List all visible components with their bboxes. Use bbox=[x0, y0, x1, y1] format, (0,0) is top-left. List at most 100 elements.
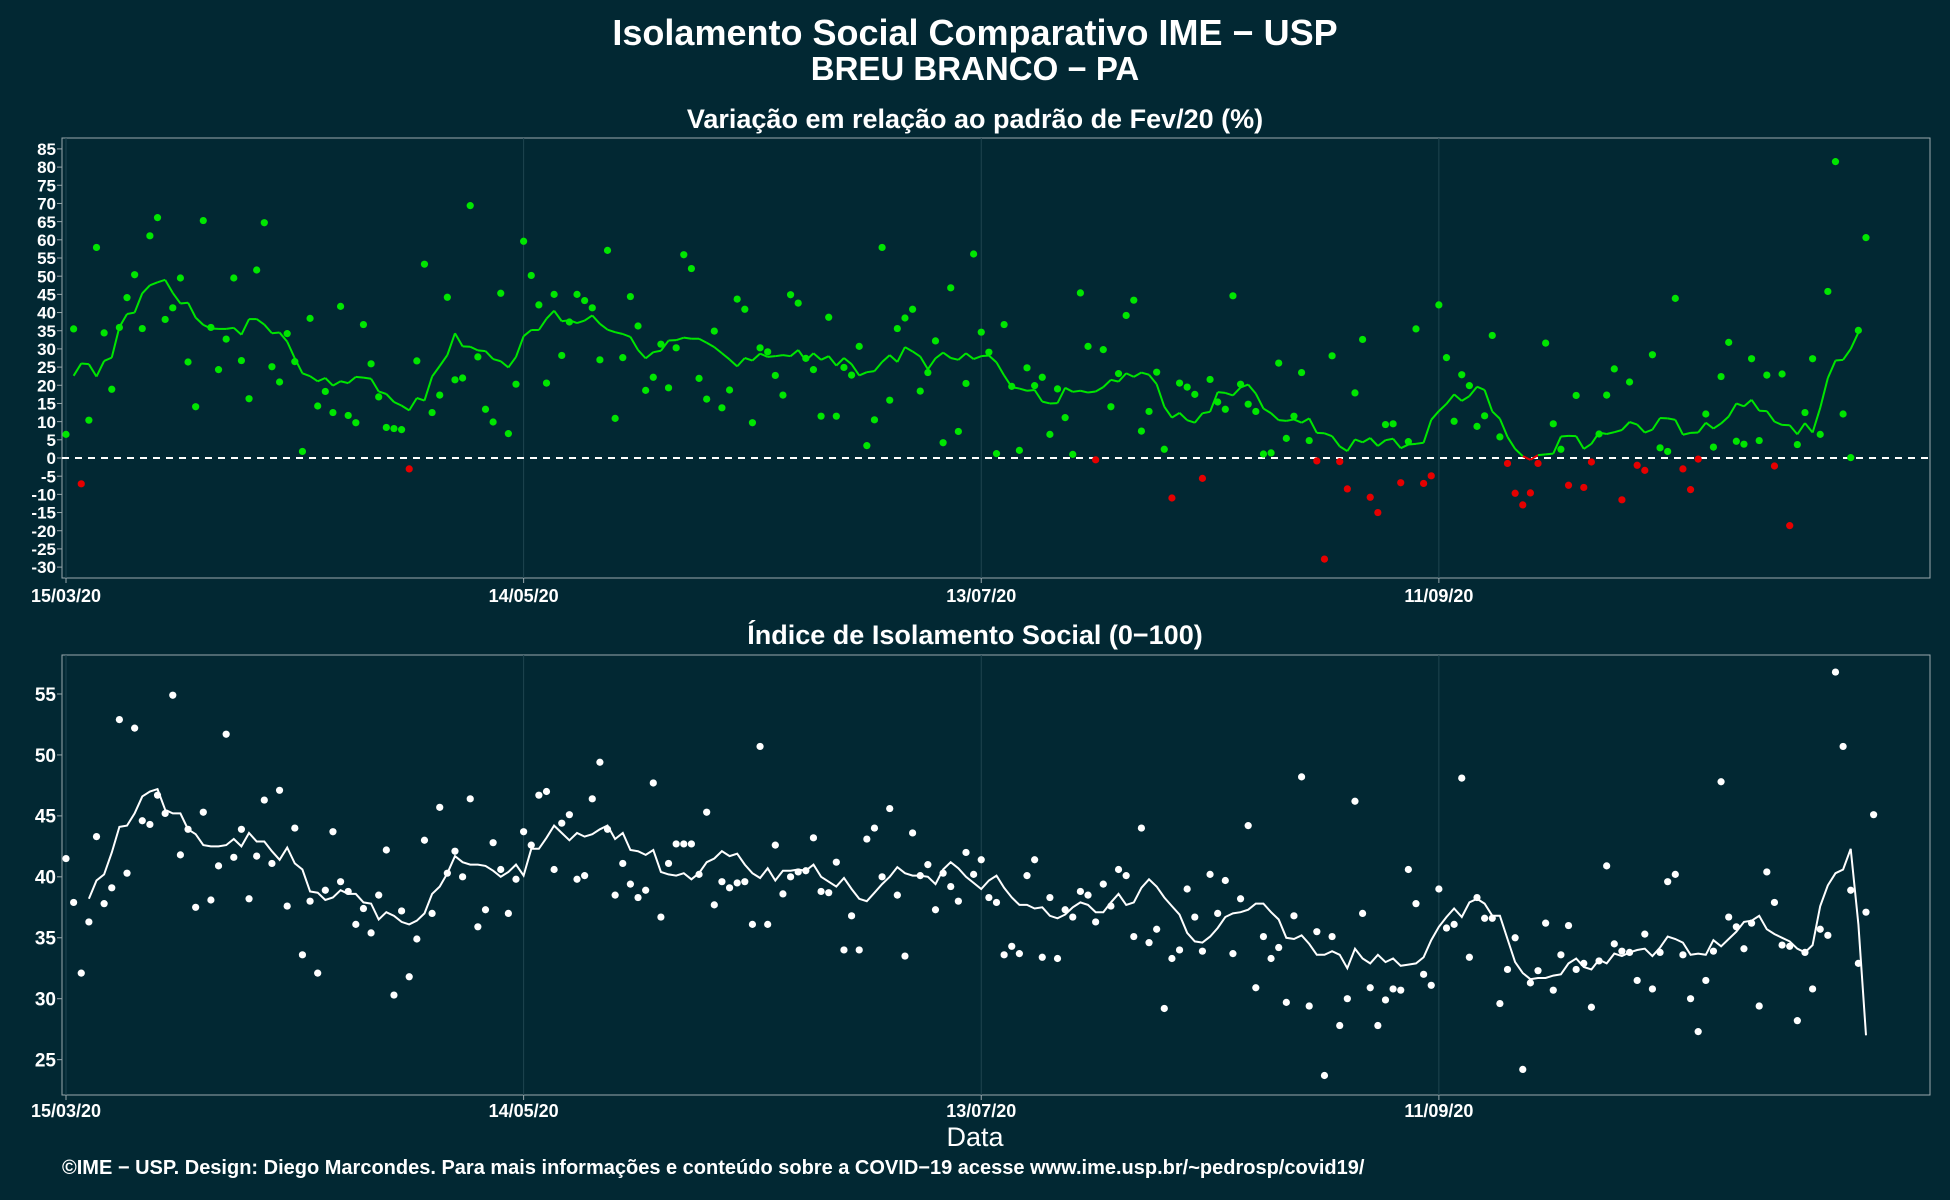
data-point bbox=[336, 878, 345, 886]
data-point bbox=[359, 904, 368, 913]
moving-average-segment bbox=[1415, 441, 1424, 445]
moving-average-segment bbox=[416, 397, 425, 402]
data-point bbox=[1755, 436, 1763, 445]
moving-average-segment bbox=[438, 354, 449, 367]
moving-average-segment bbox=[1796, 422, 1806, 435]
data-point bbox=[199, 808, 207, 816]
moving-average-segment bbox=[591, 314, 601, 325]
moving-average-segment bbox=[363, 376, 372, 380]
moving-average-segment bbox=[1735, 402, 1745, 408]
moving-average-segment bbox=[1270, 412, 1280, 421]
y-tick-label: 60 bbox=[37, 231, 56, 250]
data-point bbox=[1130, 296, 1138, 304]
moving-average-segment bbox=[507, 356, 517, 369]
moving-average-segment bbox=[1529, 454, 1539, 461]
data-point bbox=[855, 342, 863, 350]
data-point bbox=[1747, 919, 1756, 927]
data-point bbox=[1420, 970, 1428, 978]
data-point bbox=[642, 386, 650, 394]
y-tick-label: 40 bbox=[35, 868, 56, 889]
moving-average-segment bbox=[423, 376, 434, 401]
data-point bbox=[1290, 912, 1298, 920]
moving-average-segment bbox=[1766, 410, 1776, 423]
moving-average-segment bbox=[431, 365, 441, 378]
data-point bbox=[1458, 774, 1466, 782]
data-point bbox=[954, 427, 962, 436]
moving-average-segment bbox=[1849, 332, 1860, 350]
moving-average-segment bbox=[194, 316, 204, 326]
data-point bbox=[825, 313, 833, 321]
data-point bbox=[1343, 995, 1351, 1003]
data-point bbox=[1297, 368, 1306, 377]
data-point bbox=[947, 882, 955, 891]
data-point bbox=[428, 408, 436, 417]
data-point bbox=[520, 828, 528, 836]
data-point bbox=[146, 820, 154, 829]
data-point bbox=[390, 991, 398, 999]
y-tick-label: -5 bbox=[41, 467, 56, 486]
data-point bbox=[931, 337, 940, 345]
data-point bbox=[550, 290, 558, 298]
data-point bbox=[1351, 389, 1359, 397]
moving-average-segment bbox=[1835, 358, 1844, 362]
data-point bbox=[1755, 1002, 1763, 1010]
moving-average-segment bbox=[1476, 385, 1486, 391]
data-point bbox=[199, 216, 207, 225]
moving-average-segment bbox=[355, 375, 364, 379]
data-point bbox=[748, 419, 757, 427]
moving-average-segment bbox=[1575, 435, 1585, 450]
data-point bbox=[1648, 985, 1657, 993]
data-point bbox=[1389, 985, 1397, 993]
data-point bbox=[1641, 466, 1649, 474]
data-point bbox=[253, 266, 261, 274]
moving-average-segment bbox=[896, 346, 906, 363]
data-point bbox=[1206, 375, 1214, 384]
data-point bbox=[413, 357, 421, 365]
data-point bbox=[1519, 1065, 1527, 1074]
data-point bbox=[1420, 479, 1428, 488]
data-point bbox=[680, 840, 688, 848]
data-point bbox=[153, 791, 162, 799]
moving-average-segment bbox=[340, 380, 349, 385]
data-point bbox=[1847, 454, 1855, 462]
data-point bbox=[268, 859, 276, 868]
data-point bbox=[710, 327, 718, 335]
data-point bbox=[542, 787, 551, 796]
moving-average-segment bbox=[1651, 417, 1661, 431]
moving-average-segment bbox=[698, 337, 708, 344]
data-point bbox=[1702, 976, 1710, 985]
data-point bbox=[1229, 950, 1237, 958]
data-point bbox=[1076, 887, 1084, 896]
data-point bbox=[1442, 354, 1451, 362]
data-point bbox=[1633, 461, 1641, 469]
data-point bbox=[413, 935, 421, 943]
moving-average-segment bbox=[1026, 389, 1035, 392]
data-point bbox=[1610, 940, 1618, 948]
moving-average-segment bbox=[309, 375, 319, 383]
moving-average-segment bbox=[1826, 360, 1837, 379]
data-point bbox=[756, 344, 764, 352]
moving-average-segment bbox=[607, 328, 616, 334]
data-point bbox=[283, 902, 291, 910]
data-point bbox=[1015, 446, 1023, 454]
data-point bbox=[405, 465, 413, 473]
data-point bbox=[901, 952, 909, 960]
panel-title: Índice de Isolamento Social (0−100) bbox=[747, 619, 1202, 650]
moving-average-segment bbox=[1644, 428, 1653, 434]
data-point bbox=[466, 202, 474, 210]
moving-average-segment bbox=[1506, 436, 1516, 450]
data-point bbox=[1297, 773, 1306, 781]
data-point bbox=[802, 354, 810, 362]
data-point bbox=[268, 363, 276, 371]
moving-average-segment bbox=[1385, 437, 1394, 442]
moving-average-segment bbox=[469, 345, 479, 352]
moving-average-segment bbox=[1194, 412, 1204, 424]
data-point bbox=[664, 384, 673, 392]
data-point bbox=[863, 442, 871, 450]
moving-average-segment bbox=[988, 354, 998, 364]
moving-average-segment bbox=[1522, 455, 1531, 461]
data-point bbox=[504, 430, 512, 438]
data-point bbox=[550, 865, 558, 874]
data-point bbox=[1717, 372, 1725, 381]
